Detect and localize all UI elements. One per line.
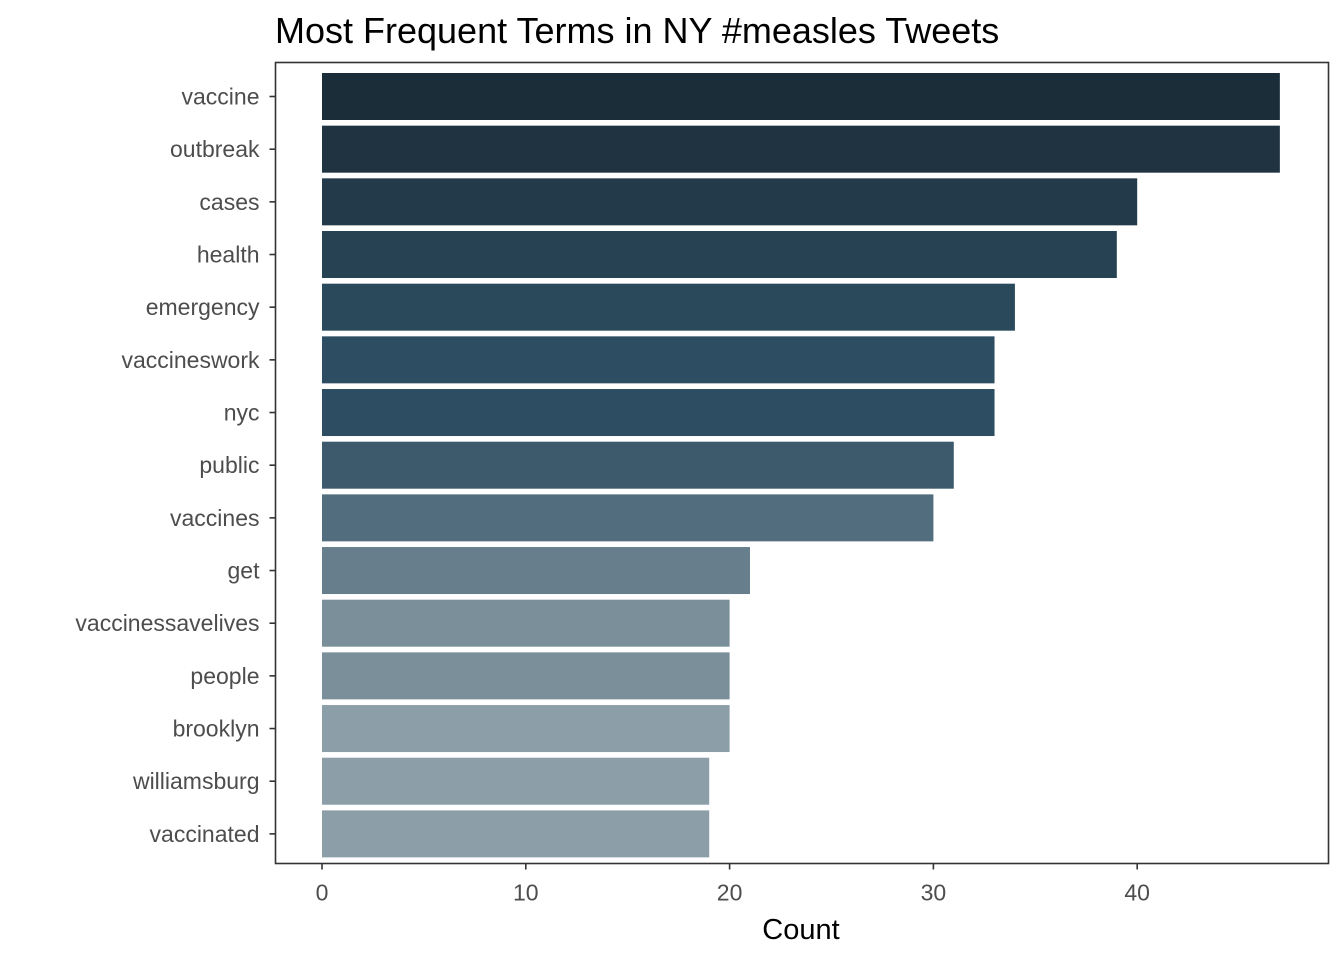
bar-health [322,231,1117,279]
bar-get [322,547,750,595]
y-tick-label: get [228,558,261,584]
y-tick-label: health [197,242,260,268]
y-tick-label: brooklyn [173,716,260,742]
bar-williamsburg [322,757,710,805]
x-tick-label: 30 [921,880,947,906]
x-tick-label: 10 [513,880,539,906]
y-tick-label: nyc [224,400,260,426]
bar-public [322,441,954,489]
chart-title: Most Frequent Terms in NY #measles Tweet… [275,10,1000,51]
y-tick-label: vaccinated [150,821,260,847]
bar-emergency [322,283,1015,331]
bar-vaccineswork [322,336,995,384]
y-tick-label: people [190,663,259,689]
y-tick-label: vaccines [170,505,259,531]
x-axis-title: Count [762,914,839,946]
y-tick-label: emergency [146,294,260,320]
y-tick-label: vaccine [182,84,260,110]
y-tick-label: outbreak [170,136,260,162]
bar-vaccine [322,73,1280,120]
bar-cases [322,178,1138,226]
bar-nyc [322,389,995,437]
y-tick-label: cases [199,189,259,215]
x-tick-label: 20 [717,880,743,906]
plot-panel-border [274,61,1330,865]
bar-brooklyn [322,705,730,753]
x-tick-label: 40 [1124,880,1150,906]
x-tick-label: 0 [316,880,329,906]
bar-vaccines [322,494,934,542]
y-tick-label: public [199,452,259,478]
bar-vaccinessavelives [322,599,730,647]
bar-people [322,652,730,700]
bar-outbreak [322,125,1280,173]
y-tick-label: vaccineswork [121,347,260,373]
y-tick-label: vaccinessavelives [75,610,259,636]
y-tick-label: williamsburg [132,768,260,794]
bar-vaccinated [322,810,710,858]
